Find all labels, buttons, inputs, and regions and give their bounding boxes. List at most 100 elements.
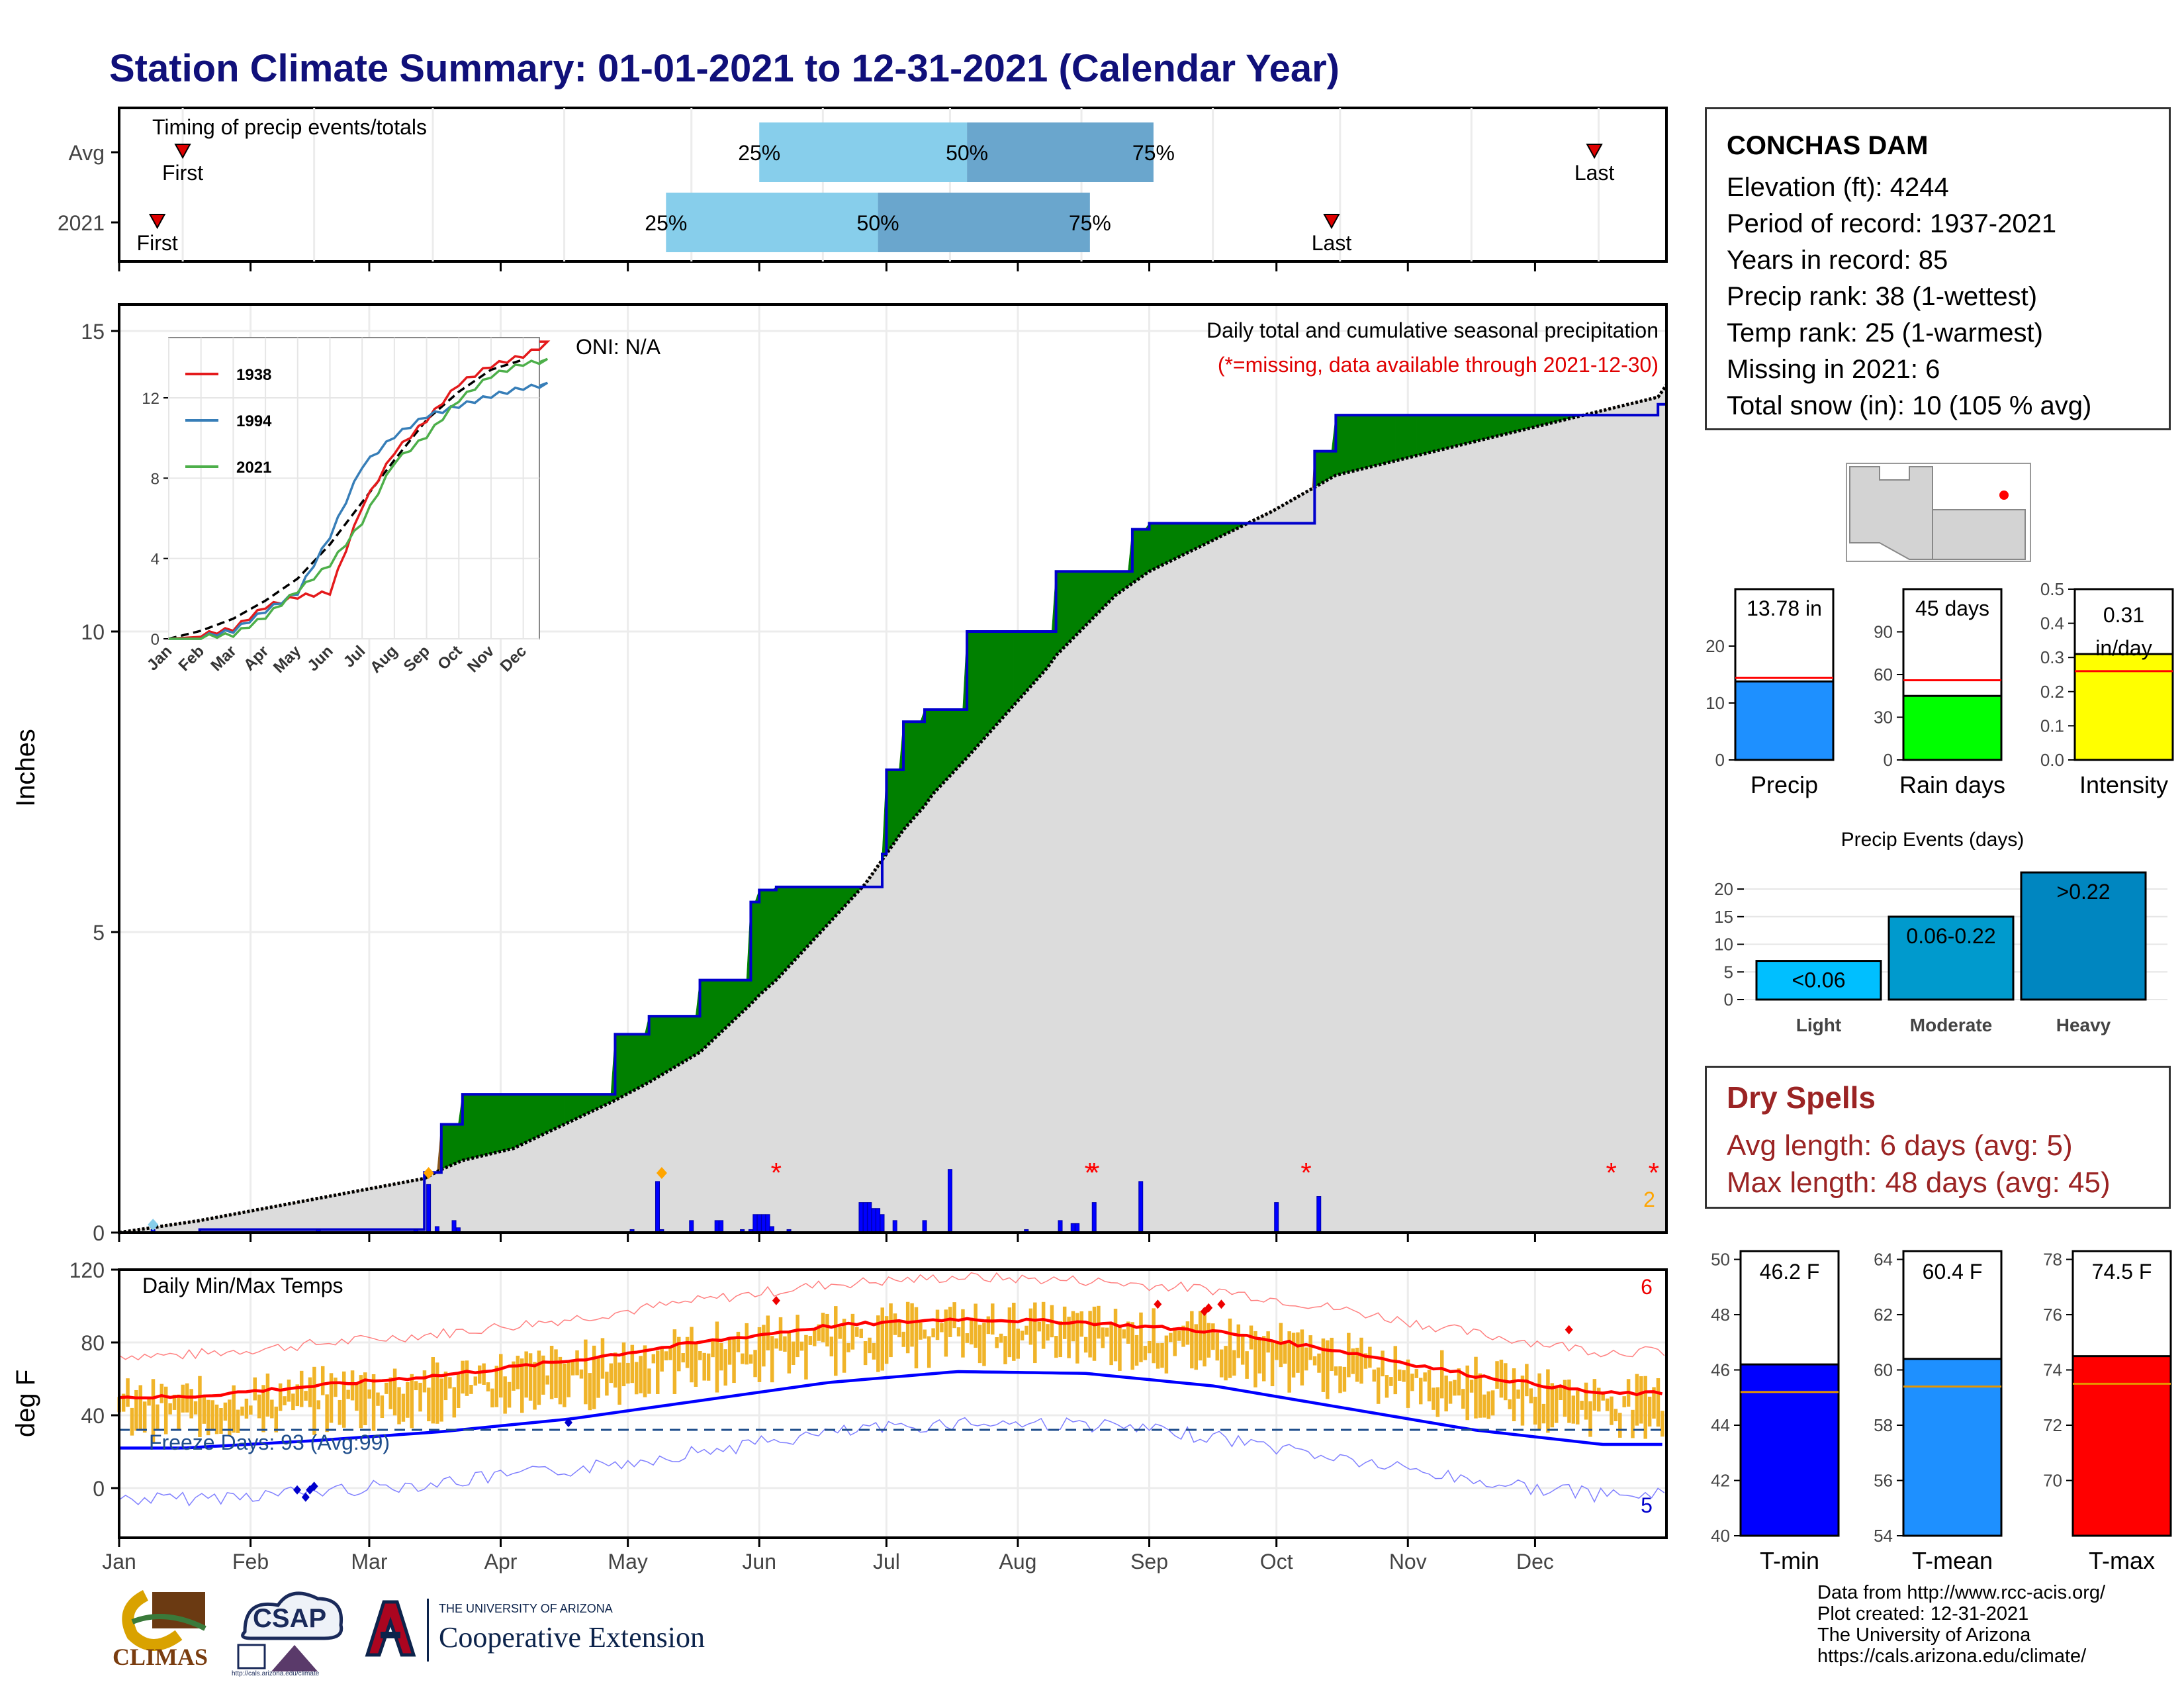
daily-temp-bar	[1304, 1347, 1308, 1371]
daily-temp-bar	[868, 1337, 872, 1354]
daily-temp-bar	[223, 1402, 228, 1421]
daily-temp-bar	[1418, 1378, 1423, 1405]
daily-temp-bar	[512, 1361, 516, 1391]
precip-anomaly-fill	[445, 1124, 450, 1168]
daily-temp-bar	[126, 1378, 130, 1407]
intensity-label: Intensity	[2079, 771, 2168, 798]
precip-anomaly-fill	[555, 1094, 561, 1129]
daily-temp-bar	[1376, 1367, 1381, 1404]
precip-anomaly-fill	[627, 1034, 633, 1094]
daily-precip-bar	[655, 1181, 660, 1233]
precip-events-ytick: 10	[1714, 935, 1733, 955]
precip-anomaly-fill	[623, 1034, 628, 1096]
temp-ytick: 40	[81, 1404, 105, 1428]
precip-anomaly-fill	[1013, 631, 1019, 706]
tmean-ytick: 56	[1874, 1471, 1893, 1491]
station-info-line: Years in record: 85	[1727, 246, 1948, 275]
daily-temp-bar	[1575, 1390, 1580, 1425]
precip-events-title: Precip Events (days)	[1841, 829, 2025, 851]
precip-anomaly-fill	[1026, 631, 1031, 692]
daily-temp-bar	[1169, 1333, 1173, 1342]
climas-logo-text: CLIMAS	[113, 1644, 208, 1670]
record-high-marker	[1565, 1325, 1573, 1335]
precip-anomaly-fill	[941, 709, 946, 786]
daily-temp-bar	[1410, 1374, 1414, 1391]
daily-temp-bar	[516, 1356, 520, 1389]
precip-ytick: 10	[1706, 693, 1725, 713]
precip-anomaly-fill	[1038, 631, 1044, 678]
precip-anomaly-fill	[1093, 571, 1099, 618]
daily-temp-bar	[944, 1309, 948, 1357]
precip-ytick: 15	[81, 320, 105, 344]
precip-anomaly-fill	[729, 980, 735, 1025]
daily-temp-bar	[1584, 1382, 1588, 1420]
daily-temp-bar	[1465, 1365, 1469, 1421]
precip-anomaly-fill	[1357, 414, 1362, 471]
daily-temp-bar	[727, 1339, 732, 1365]
daily-temp-bar	[533, 1362, 537, 1410]
tmax-value: 74.5 F	[2092, 1260, 2152, 1284]
quartile-bar-50-75	[878, 193, 1090, 252]
precip-anomaly-fill	[1450, 414, 1455, 448]
intensity-ytick: 0.4	[2040, 614, 2064, 633]
daily-temp-bar	[435, 1362, 439, 1424]
month-label: Jul	[873, 1550, 900, 1573]
daily-temp-bar	[643, 1345, 647, 1397]
ua-logo: THE UNIVERSITY OF ARIZONA Cooperative Ex…	[361, 1595, 745, 1668]
daily-temp-bar	[753, 1350, 757, 1378]
inset-legend-label: 1938	[236, 366, 271, 384]
average-cumulative-area	[119, 385, 1666, 1233]
precip-label: Precip	[1751, 771, 1818, 798]
daily-temp-bar	[855, 1327, 859, 1337]
daily-temp-bar	[838, 1327, 842, 1339]
daily-temp-bar	[919, 1323, 923, 1340]
daily-temp-bar	[1139, 1312, 1143, 1362]
daily-precip-bar	[1075, 1223, 1080, 1233]
daily-precip-bar	[867, 1202, 872, 1233]
precip-anomaly-fill	[1479, 414, 1484, 441]
daily-temp-bar	[503, 1376, 507, 1414]
precip-anomaly-fill	[1343, 414, 1349, 474]
dry-spells-avg: Avg length: 6 days (avg: 5)	[1727, 1129, 2073, 1162]
month-label: Sep	[1130, 1550, 1168, 1573]
precip-caption: Daily total and cumulative seasonal prec…	[1206, 318, 1659, 342]
daily-temp-bar	[1635, 1374, 1639, 1426]
precip-ytick: 0	[93, 1221, 105, 1245]
precip-anomaly-fill	[466, 1094, 471, 1160]
month-label: Mar	[351, 1550, 387, 1573]
daily-temp-bar	[1474, 1356, 1478, 1419]
quartile-label-25: 25%	[738, 141, 780, 165]
daily-precip-bar	[1070, 1223, 1075, 1233]
daily-temp-bar	[163, 1386, 168, 1434]
precip-anomaly-fill	[1017, 631, 1023, 702]
precip-anomaly-fill	[915, 721, 921, 816]
daily-temp-bar	[880, 1307, 884, 1371]
daily-precip-bar	[765, 1214, 770, 1233]
precip-anomaly-fill	[1107, 571, 1112, 605]
daily-temp-bar	[1469, 1380, 1474, 1393]
precip-anomaly-fill	[793, 886, 798, 962]
precip-anomaly-fill	[1373, 414, 1379, 467]
precip-anomaly-fill	[712, 980, 717, 1041]
inset-ytick: 8	[151, 470, 159, 488]
station-info-line: Total snow (in): 10 (105 % avg)	[1727, 391, 2092, 420]
daily-temp-bar	[482, 1363, 486, 1385]
daily-temp-bar	[1007, 1307, 1012, 1358]
daily-temp-bar	[528, 1353, 533, 1401]
daily-temp-bar	[1041, 1301, 1046, 1349]
daily-temp-bar	[341, 1371, 346, 1428]
precip-anomaly-fill	[823, 886, 828, 931]
record-low-marker	[564, 1418, 572, 1427]
daily-temp-bar	[1126, 1321, 1130, 1344]
intensity-ytick: 0.0	[2040, 750, 2064, 770]
daily-temp-bar	[325, 1394, 329, 1432]
daily-temp-bar	[401, 1393, 406, 1422]
precip-anomaly-fill	[534, 1094, 539, 1139]
precip-anomaly-fill	[479, 1094, 484, 1157]
daily-temp-bar	[1461, 1389, 1465, 1409]
tmin-ytick: 40	[1711, 1526, 1730, 1546]
daily-temp-bar	[1012, 1302, 1016, 1361]
daily-temp-bar	[563, 1363, 567, 1407]
daily-temp-bar	[1533, 1396, 1537, 1425]
timing-panel-label: Timing of precip events/totals	[152, 115, 427, 139]
